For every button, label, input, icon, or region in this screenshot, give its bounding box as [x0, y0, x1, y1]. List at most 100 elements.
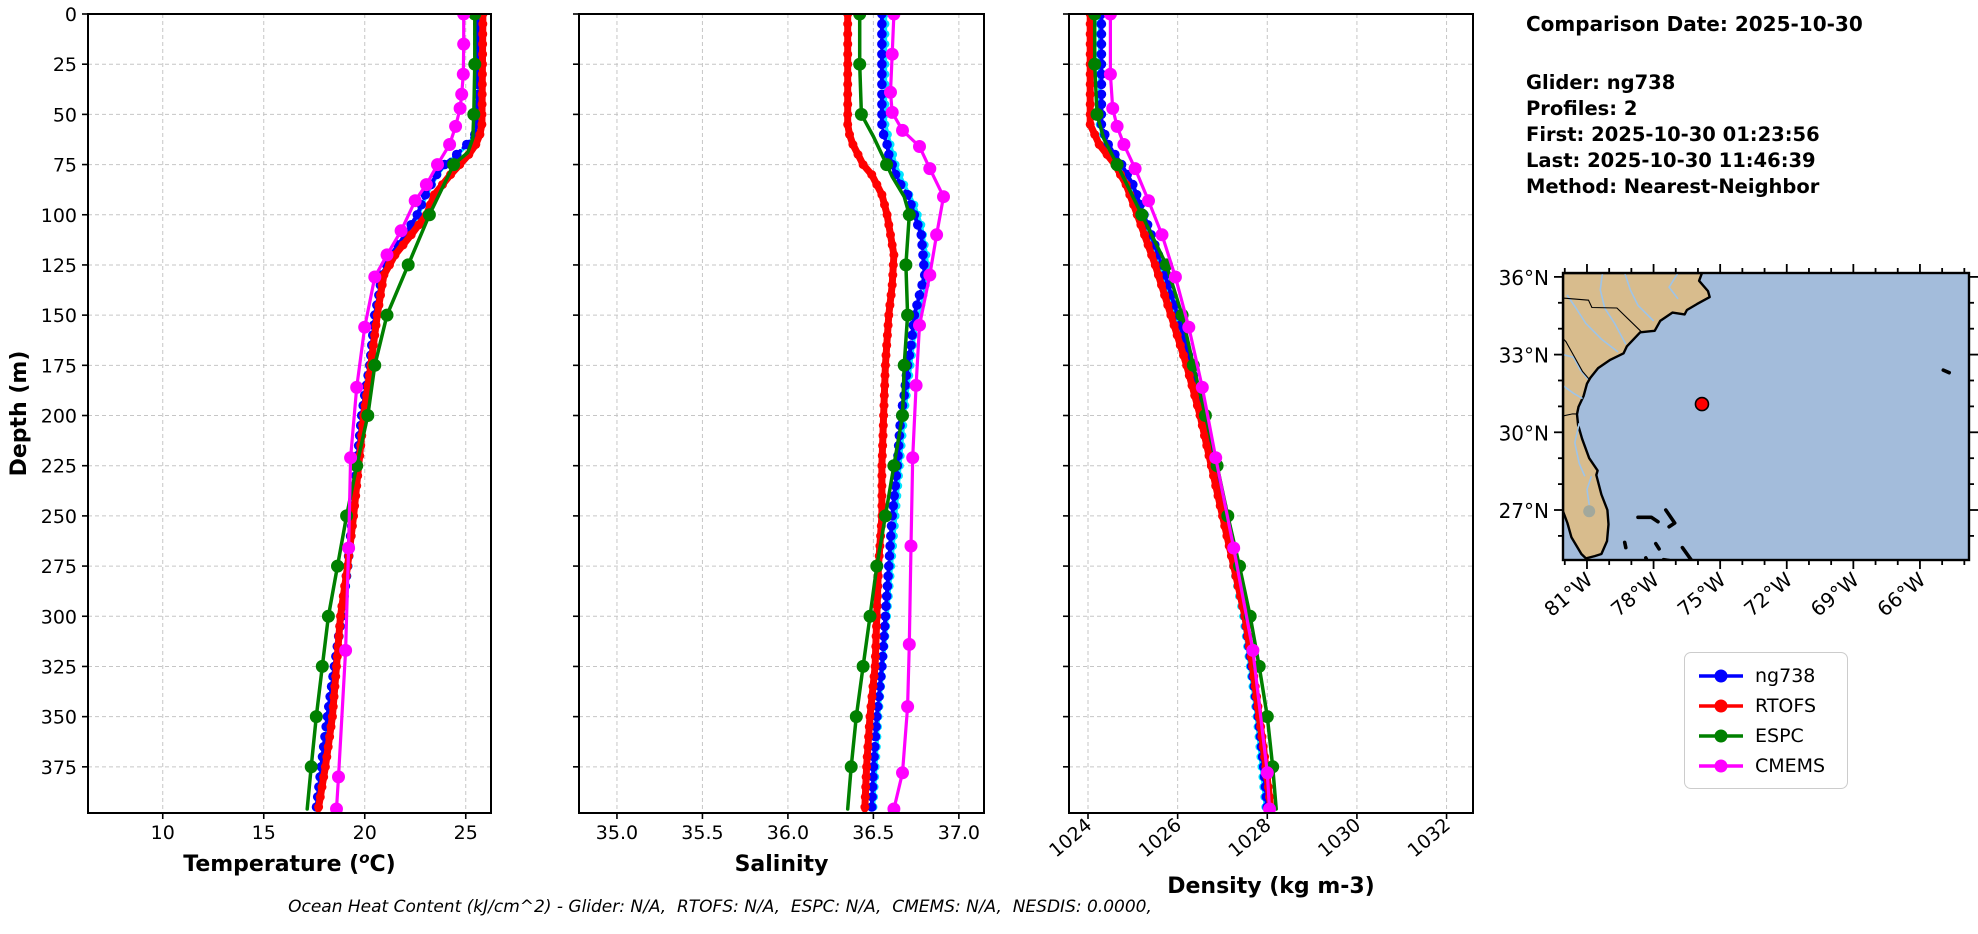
map-island [1654, 541, 1661, 551]
x-tick-label: 37.0 [938, 822, 980, 844]
series-ng738 [1096, 14, 1272, 812]
x-tick-label: 15 [252, 822, 276, 844]
depth-tick-label: 225 [41, 456, 77, 478]
map-river [1566, 294, 1619, 353]
info-block: Comparison Date: 2025-10-30 Glider: ng73… [1526, 12, 1863, 200]
map-river [1623, 273, 1655, 322]
legend-line-swatch [1699, 669, 1743, 682]
map-state-border [1563, 297, 1642, 333]
legend-line-swatch [1699, 699, 1743, 712]
map-river [1563, 385, 1583, 400]
map-lon-label: 69°W [1806, 567, 1864, 621]
map-lat-label: 33°N [1499, 344, 1549, 368]
x-axis-label: Temperature (oC) [183, 849, 395, 877]
legend-label: ESPC [1755, 724, 1804, 747]
map-land [1563, 273, 1711, 560]
x-axis-label: Density (kg m-3) [1167, 874, 1375, 899]
map-lat-label: 30°N [1499, 421, 1549, 445]
depth-tick-label: 25 [53, 54, 77, 76]
legend-line-swatch [1699, 759, 1743, 772]
x-tick-label: 1028 [1224, 814, 1275, 862]
legend-entry-rtofs: RTOFS [1697, 693, 1833, 718]
series-ESPC [304, 14, 482, 811]
series-CMEMS [1103, 14, 1276, 813]
map-river [1668, 273, 1679, 300]
x-tick-label: 1026 [1135, 814, 1186, 862]
map-lon-label: 75°W [1673, 567, 1731, 621]
depth-tick-label: 325 [41, 656, 77, 678]
map-lake [1583, 505, 1596, 518]
x-tick-label: 35.5 [681, 822, 723, 844]
depth-tick-label: 350 [41, 707, 77, 729]
depth-tick-label: 50 [53, 104, 77, 126]
location-map: 36°N 33°N 30°N 27°N 81°W 78°W 75°W 72°W 69°W 66°W [1499, 264, 1978, 621]
map-island [1622, 540, 1628, 550]
legend-line-swatch [1699, 729, 1743, 742]
profile-panel-2: 1024 1026 1028 1030 1032 Density (kg m-3) [1045, 13, 1474, 899]
legend-entry-ng738: ng738 [1697, 663, 1833, 688]
legend-label: RTOFS [1755, 694, 1817, 717]
x-tick-label: 1032 [1404, 814, 1455, 862]
map-river [1573, 423, 1586, 477]
comparison-date-title: Comparison Date: 2025-10-30 [1526, 12, 1863, 36]
series-RTOFS [843, 14, 899, 813]
ohc-caption: Ocean Heat Content (kJ/cm^2) - Glider: N… [288, 897, 1152, 917]
map-lon-label: 66°W [1872, 567, 1930, 621]
depth-tick-label: 75 [53, 155, 77, 177]
map-island [1941, 368, 1951, 375]
depth-tick-label: 125 [41, 255, 77, 277]
depth-tick-label: 100 [41, 205, 77, 227]
depth-tick-label: 175 [41, 355, 77, 377]
x-axis-label: Salinity [735, 852, 829, 877]
map-lon-label: 81°W [1539, 567, 1597, 621]
depth-tick-label: 250 [41, 506, 77, 528]
axis-ticks [82, 13, 467, 819]
map-island [1636, 515, 1660, 524]
depth-tick-label: 200 [41, 406, 77, 428]
last-time-info-line: Last: 2025-10-30 11:46:39 [1526, 149, 1816, 172]
gridlines [1069, 14, 1473, 813]
map-state-border [1563, 338, 1591, 381]
legend-entry-cmems: CMEMS [1697, 753, 1833, 778]
map-island [1664, 508, 1677, 529]
x-tick-label: 10 [151, 822, 175, 844]
profile-panel-0: 10 15 20 2502550751001251501752002252502753… [41, 4, 492, 877]
map-ticks [1554, 264, 1978, 569]
map-river [1586, 476, 1593, 505]
depth-tick-label: 0 [65, 4, 77, 26]
axis-ticks [1063, 13, 1448, 819]
panel-frame [578, 13, 985, 814]
map-state-border [1563, 413, 1577, 417]
x-tick-label: 36.5 [852, 822, 894, 844]
first-time-info-line: First: 2025-10-30 01:23:56 [1526, 123, 1820, 146]
map-lat-label: 27°N [1499, 499, 1549, 523]
x-tick-label: 35.0 [596, 822, 638, 844]
map-island [1680, 545, 1694, 560]
method-info-line: Method: Nearest-Neighbor [1526, 175, 1820, 198]
x-tick-label: 1030 [1314, 814, 1365, 862]
series-CMEMS [330, 14, 471, 813]
axis-ticks [573, 13, 960, 819]
legend: ng738 RTOFS ESPC CMEMS [1684, 652, 1848, 789]
glider-location-marker [1694, 396, 1710, 412]
series-ESPC [844, 14, 916, 811]
profiles-info-line: Profiles: 2 [1526, 97, 1638, 120]
map-lat-label: 36°N [1499, 266, 1549, 290]
glider-info-line: Glider: ng738 [1526, 71, 1676, 94]
legend-label: CMEMS [1755, 754, 1826, 777]
gridlines [88, 14, 491, 813]
panel-frame [1068, 13, 1474, 814]
legend-label: ng738 [1755, 664, 1816, 687]
depth-tick-label: 375 [41, 757, 77, 779]
depth-axis-label: Depth (m) [7, 351, 32, 477]
series-RTOFS [314, 14, 488, 813]
map-lon-label: 78°W [1606, 567, 1664, 621]
x-tick-label: 1024 [1045, 814, 1096, 862]
depth-tick-label: 275 [41, 556, 77, 578]
map-frame [1561, 271, 1971, 562]
map-river [1563, 353, 1589, 380]
panel-frame [87, 13, 492, 814]
profile-panel-1: 35.0 35.5 36.0 36.5 37.0 Salinity [573, 13, 985, 877]
